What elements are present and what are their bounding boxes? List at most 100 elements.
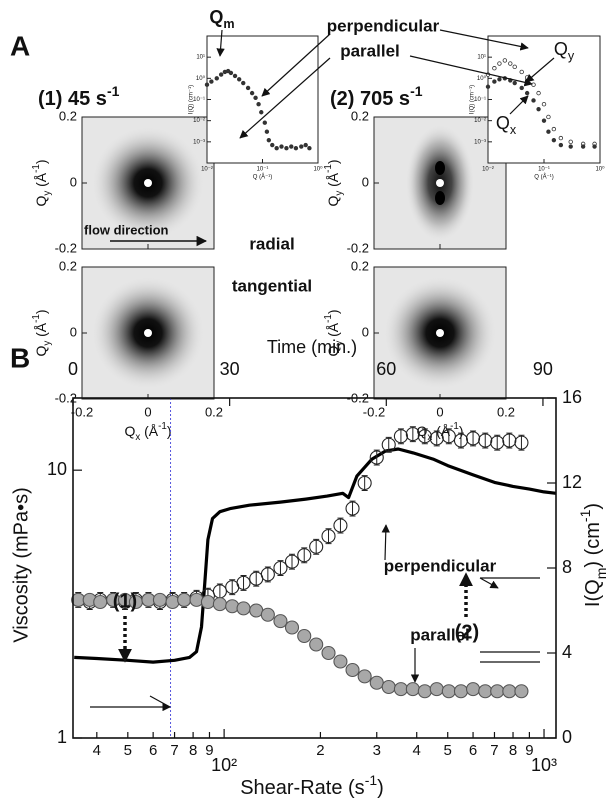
series-label-part: x	[510, 123, 517, 137]
arrow	[439, 29, 529, 51]
series-label: parallel	[410, 625, 470, 644]
y-axis-label-part: )	[325, 159, 341, 164]
x-axis-label-part: )	[167, 423, 172, 439]
viscosity-line	[74, 447, 557, 664]
annotation: (2)	[455, 621, 479, 643]
data-point	[502, 58, 508, 63]
error-bar	[506, 432, 513, 449]
y-axis-label-part: -1	[323, 164, 334, 173]
y-tick-label: 0	[362, 174, 369, 189]
y2-axis-label-part: ) (cm	[582, 522, 604, 568]
y-tick-label: 0	[70, 174, 77, 189]
error-bar	[457, 432, 464, 449]
y2-tick-label: 8	[562, 557, 572, 577]
data-point	[279, 144, 284, 149]
y-tick-label: 10⁻³	[193, 139, 205, 145]
y-axis-label: Qy (Å-1)	[31, 309, 53, 356]
data-point	[546, 114, 551, 120]
data-point	[381, 679, 396, 695]
data-point	[177, 592, 192, 607]
y2-axis-label: I(Qm) (cm-1)	[577, 503, 607, 607]
x-tick-label: 0.2	[205, 404, 223, 419]
data-point	[284, 146, 289, 151]
y-tick-label: 1	[57, 727, 67, 747]
y2-axis-label-part: )	[582, 503, 604, 510]
axis-hint-arrow	[479, 577, 540, 588]
data-point	[429, 682, 444, 697]
error-bar	[216, 583, 223, 600]
data-point	[541, 118, 547, 123]
data-point	[289, 144, 294, 149]
y-axis-label-part: y	[334, 341, 345, 346]
data-point	[531, 98, 536, 103]
data-point	[441, 429, 456, 444]
data-point	[241, 80, 246, 86]
data-point	[212, 597, 227, 612]
data-point	[259, 110, 264, 115]
series-label: Qy	[554, 39, 575, 64]
data-point	[497, 77, 502, 82]
flow-label: flow direction	[84, 222, 169, 237]
x-axis-label: Shear-Rate (s-1)	[240, 772, 384, 800]
data-point	[381, 437, 396, 452]
x-tick-label: 10⁻¹	[257, 167, 269, 173]
annotation: tangential	[232, 276, 312, 295]
data-point	[249, 90, 255, 96]
y-axis-label-part: Q	[325, 196, 341, 207]
x-axis-label-part: )	[377, 777, 384, 799]
data-point	[558, 135, 564, 141]
arrow	[239, 57, 331, 139]
x-tick-label: -0.2	[71, 404, 93, 419]
data-point	[551, 137, 557, 143]
x-tick-label: 9	[205, 742, 213, 759]
beam-stop	[436, 179, 444, 187]
y-axis-label-part: Q	[325, 346, 341, 357]
data-point	[558, 142, 564, 148]
data-point	[284, 620, 300, 635]
x-axis-label-part: Q	[124, 423, 135, 439]
axis-hint-arrow	[480, 651, 540, 663]
data-point	[264, 129, 270, 134]
data-point	[519, 69, 524, 75]
x-tick-label: 5	[444, 742, 452, 759]
x-tick-label: 10³	[531, 755, 557, 775]
data-point	[256, 101, 261, 107]
x-axis-label-part: (Å	[140, 423, 159, 439]
y-axis-label-part: )	[325, 309, 341, 314]
data-point	[492, 66, 497, 71]
data-point	[214, 76, 219, 81]
arrow	[525, 57, 555, 83]
y-axis-label-part: Q	[33, 196, 49, 207]
data-point	[299, 144, 304, 149]
y-axis-label-part: y	[334, 191, 345, 196]
annotation: radial	[249, 234, 294, 253]
error-bar	[337, 517, 344, 534]
y-axis-label: Viscosity (mPa•s)	[10, 487, 32, 643]
y2-axis-label-part: m	[593, 568, 607, 580]
data-point	[393, 429, 408, 444]
inset-frame	[206, 35, 319, 164]
x-tick-label: 10⁰	[313, 166, 323, 173]
series-label-part: Q	[554, 39, 568, 59]
y-tick-label: 10⁻²	[474, 118, 486, 124]
error-bar	[288, 553, 295, 570]
data-point	[405, 427, 420, 442]
x-tick-label: 0.2	[497, 404, 515, 419]
data-point	[580, 144, 586, 149]
data-point	[369, 675, 384, 690]
data-point	[502, 684, 517, 699]
data-point	[273, 614, 288, 629]
x-tick-label: 10⁰	[595, 166, 605, 173]
data-point	[200, 594, 215, 610]
x-tick-label: 10²	[211, 755, 237, 775]
data-point	[218, 72, 224, 77]
data-point	[232, 73, 238, 79]
x-tick-label: 4	[413, 742, 421, 759]
data-point	[369, 450, 384, 465]
plot-frame	[72, 397, 557, 739]
y-axis-label: I(Q) (cm⁻¹)	[189, 85, 195, 114]
y2-tick-label: 4	[562, 642, 572, 662]
annotation: perpendicular	[327, 16, 440, 35]
data-point	[536, 106, 541, 112]
